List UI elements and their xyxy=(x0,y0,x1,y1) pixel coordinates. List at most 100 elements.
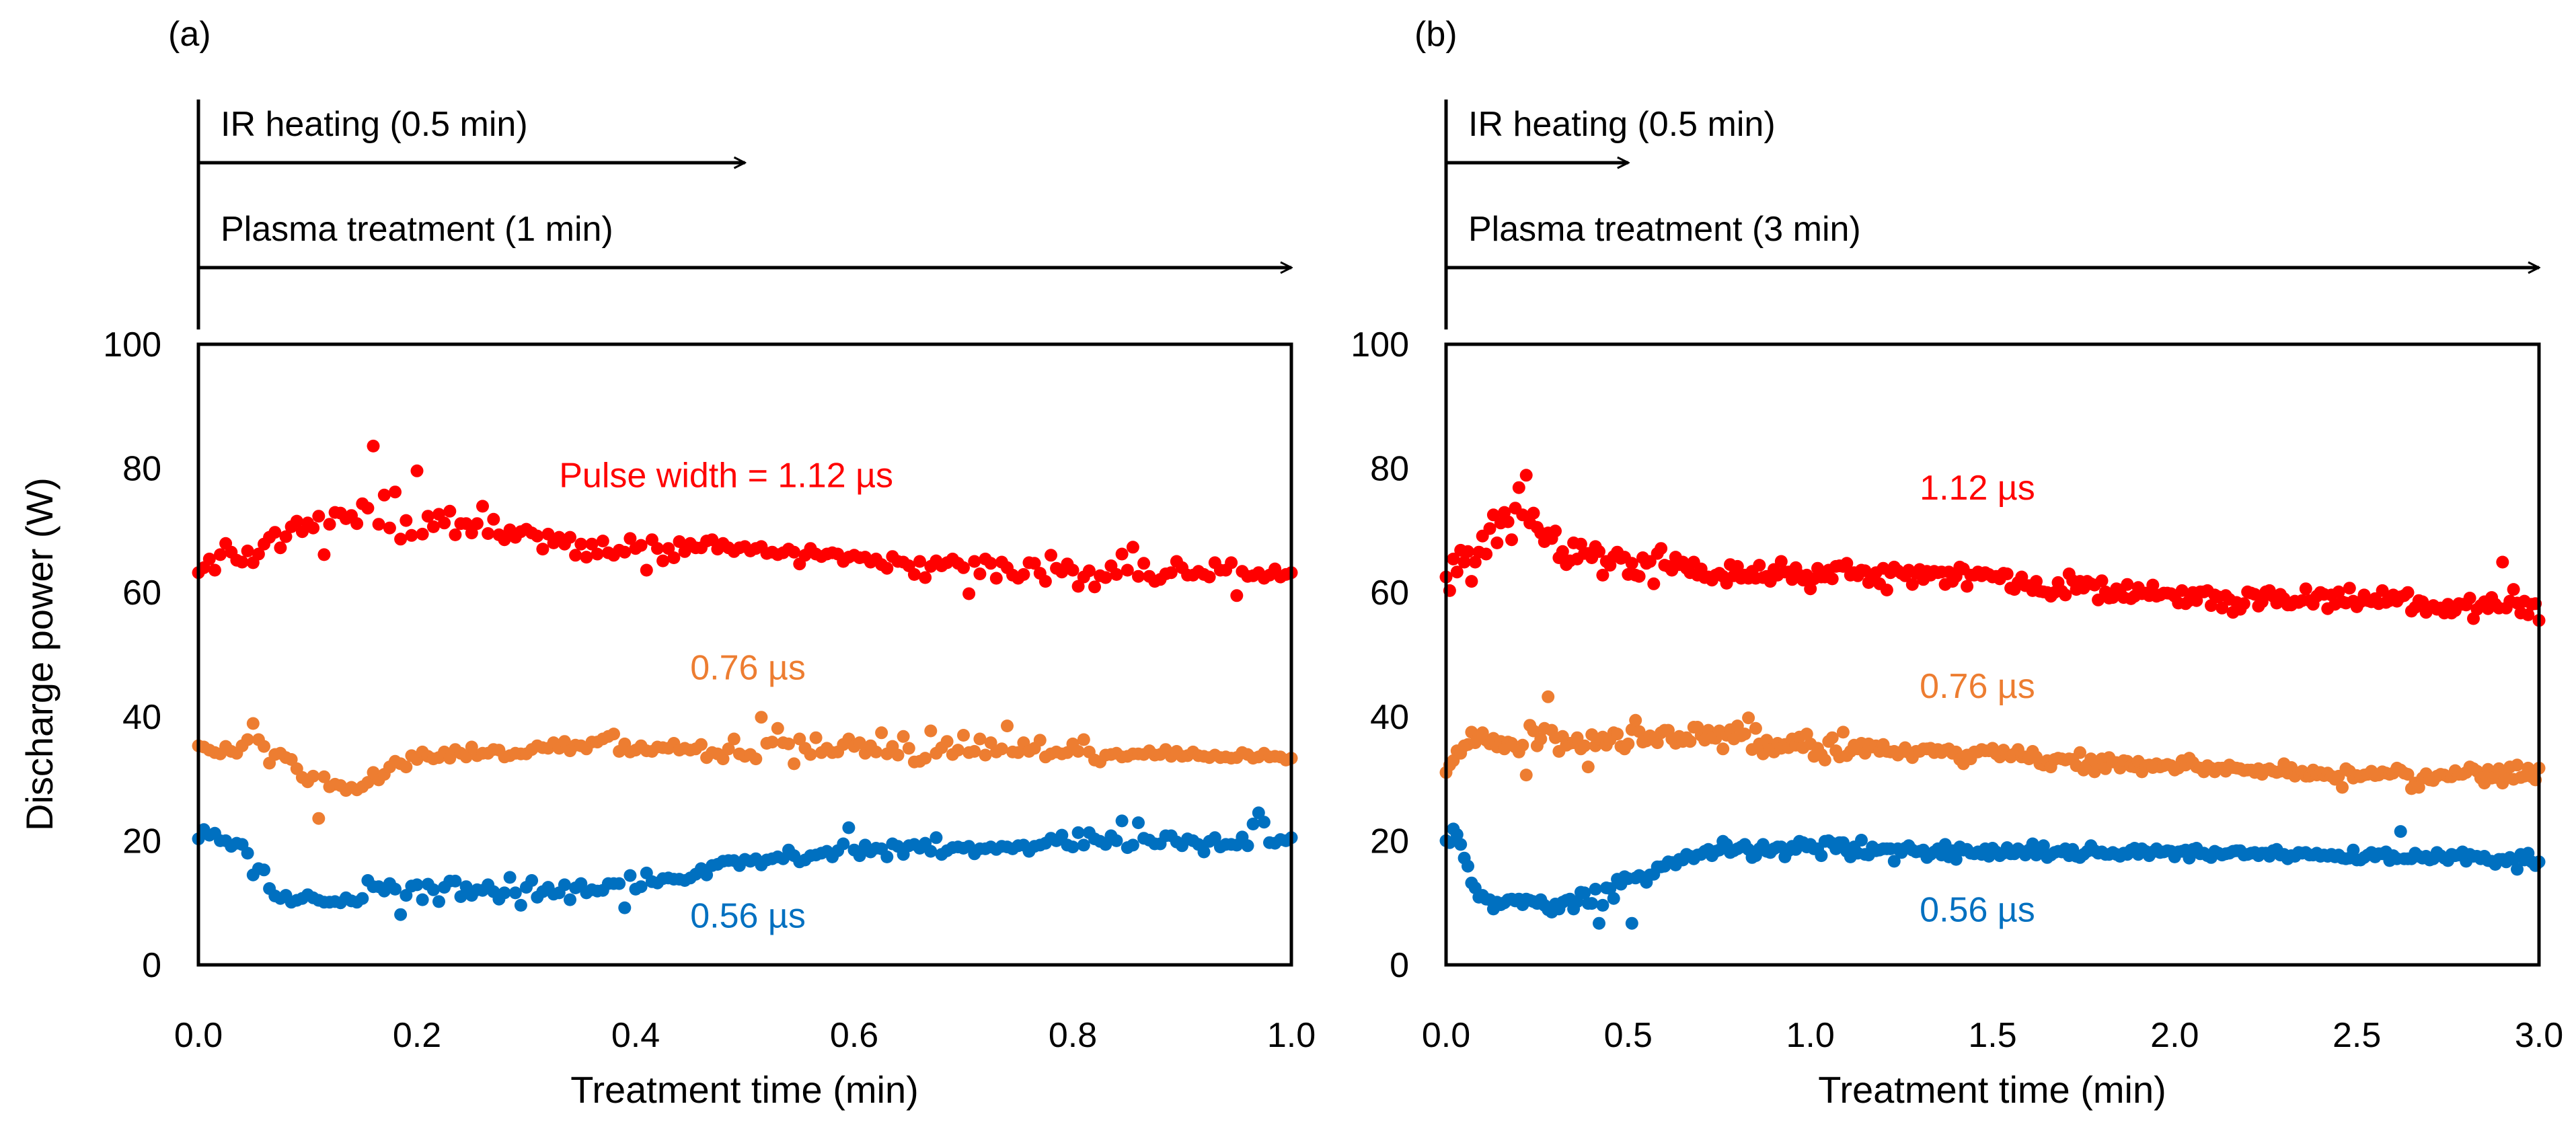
data-point xyxy=(1556,545,1569,558)
data-point xyxy=(1880,584,1893,596)
data-point xyxy=(804,748,817,761)
data-point xyxy=(1716,742,1730,756)
data-point xyxy=(2037,839,2050,853)
data-point xyxy=(1505,533,1518,547)
data-point xyxy=(880,561,894,575)
data-point xyxy=(870,745,882,758)
panel-a-plot-points xyxy=(192,439,1298,921)
data-point xyxy=(1512,481,1525,494)
data-point xyxy=(2522,608,2535,621)
data-point xyxy=(585,537,599,551)
annotation-0-56us: 0.56 µs xyxy=(690,897,806,936)
data-point xyxy=(2343,582,2356,595)
data-point xyxy=(307,521,320,535)
data-point xyxy=(307,769,320,783)
data-point xyxy=(2511,863,2524,876)
data-point xyxy=(1454,838,1468,851)
data-point xyxy=(957,561,970,574)
data-point xyxy=(1603,882,1617,895)
data-point xyxy=(891,748,905,762)
data-point xyxy=(2401,586,2415,599)
data-point xyxy=(727,732,741,746)
data-point xyxy=(202,552,216,565)
x-tick-label: 1.0 xyxy=(1267,1016,1316,1055)
data-point xyxy=(1731,559,1744,573)
data-point xyxy=(940,735,954,748)
data-point xyxy=(426,520,440,533)
panel-b-x-axis-label: Treatment time (min) xyxy=(1818,1068,2166,1111)
panel-b-plot-points xyxy=(1439,469,2546,930)
data-point xyxy=(389,882,402,896)
data-point xyxy=(558,735,571,748)
data-point xyxy=(2376,584,2389,597)
data-point xyxy=(968,745,981,758)
data-point xyxy=(1055,828,1069,842)
data-point xyxy=(984,557,997,570)
panel-a-x-tick-labels: 0.0 0.2 0.4 0.6 0.8 1.0 xyxy=(174,1016,1316,1055)
data-point xyxy=(1629,713,1642,727)
data-point xyxy=(596,535,609,548)
series-112-points xyxy=(1439,469,2546,627)
x-tick-label: 0.8 xyxy=(1049,1016,1097,1055)
data-point xyxy=(1578,886,1591,900)
y-tick-label: 40 xyxy=(1370,698,1409,737)
data-point xyxy=(695,738,708,751)
data-point xyxy=(241,544,254,557)
series-076-points xyxy=(192,711,1298,825)
data-point xyxy=(443,504,457,518)
data-point xyxy=(1749,721,1762,735)
data-point xyxy=(1647,577,1661,590)
data-point xyxy=(377,488,391,502)
data-point xyxy=(1077,733,1090,746)
data-point xyxy=(525,874,539,887)
data-point xyxy=(1483,522,1497,535)
data-point xyxy=(591,547,604,561)
data-point xyxy=(1462,545,1474,558)
data-point xyxy=(662,542,675,555)
data-point xyxy=(1593,545,1605,558)
data-point xyxy=(1818,753,1831,767)
data-point xyxy=(623,869,637,882)
data-point xyxy=(235,555,249,569)
data-point xyxy=(1611,728,1624,741)
data-point xyxy=(902,742,915,755)
data-point xyxy=(2496,555,2509,569)
data-point xyxy=(2255,595,2269,609)
data-point xyxy=(1486,508,1500,522)
panel-b-ir-label: IR heating (0.5 min) xyxy=(1468,105,1776,144)
data-point xyxy=(1465,575,1478,588)
data-point xyxy=(618,901,632,914)
data-point xyxy=(973,567,987,580)
data-point xyxy=(2095,574,2109,588)
data-point xyxy=(875,726,888,740)
data-point xyxy=(1800,728,1813,741)
data-point xyxy=(2336,781,2349,794)
data-point xyxy=(241,733,254,746)
data-point xyxy=(968,555,981,568)
data-point xyxy=(897,730,910,743)
data-point xyxy=(2507,583,2520,596)
data-point xyxy=(531,529,544,543)
data-point xyxy=(1738,728,1751,741)
x-tick-label: 1.5 xyxy=(1968,1016,2016,1055)
y-tick-label: 20 xyxy=(122,822,161,861)
data-point xyxy=(913,555,926,568)
data-point xyxy=(1905,578,1919,591)
data-point xyxy=(498,886,511,900)
data-point xyxy=(1110,567,1123,581)
data-point xyxy=(1225,556,1238,570)
data-point xyxy=(1578,739,1591,752)
data-point xyxy=(312,510,326,523)
data-point xyxy=(1197,845,1211,859)
panel-b-plot-frame xyxy=(1444,342,2541,967)
data-point xyxy=(919,571,932,584)
data-point xyxy=(1589,882,1602,896)
data-point xyxy=(1596,568,1609,582)
data-point xyxy=(438,516,451,530)
x-tick-label: 2.0 xyxy=(2150,1016,2199,1055)
data-point xyxy=(667,551,681,564)
y-tick-label: 40 xyxy=(122,698,161,737)
data-point xyxy=(1066,563,1079,577)
data-point xyxy=(268,526,282,539)
